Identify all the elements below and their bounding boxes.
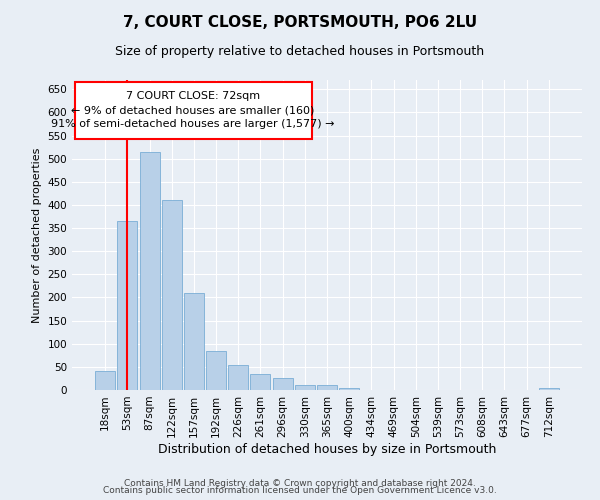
Text: Size of property relative to detached houses in Portsmouth: Size of property relative to detached ho… (115, 45, 485, 58)
Bar (272, 378, 293, 390)
Bar (95, 372, 115, 390)
Text: 7 COURT CLOSE: 72sqm
← 9% of detached houses are smaller (160)
91% of semi-detac: 7 COURT CLOSE: 72sqm ← 9% of detached ho… (52, 91, 335, 129)
Bar (295, 386, 315, 390)
Text: Contains public sector information licensed under the Open Government Licence v3: Contains public sector information licen… (103, 486, 497, 495)
Bar (184, 293, 204, 390)
X-axis label: Distribution of detached houses by size in Portsmouth: Distribution of detached houses by size … (158, 442, 496, 456)
Bar (317, 386, 337, 390)
Bar (140, 152, 160, 390)
Bar (539, 388, 559, 390)
Bar (228, 364, 248, 390)
Bar (162, 200, 182, 390)
Text: Contains HM Land Registry data © Crown copyright and database right 2024.: Contains HM Land Registry data © Crown c… (124, 478, 476, 488)
FancyBboxPatch shape (74, 82, 312, 139)
Y-axis label: Number of detached properties: Number of detached properties (32, 148, 42, 322)
Bar (339, 388, 359, 390)
Bar (250, 374, 271, 390)
Bar (118, 221, 137, 390)
Text: 7, COURT CLOSE, PORTSMOUTH, PO6 2LU: 7, COURT CLOSE, PORTSMOUTH, PO6 2LU (123, 15, 477, 30)
Bar (206, 350, 226, 390)
